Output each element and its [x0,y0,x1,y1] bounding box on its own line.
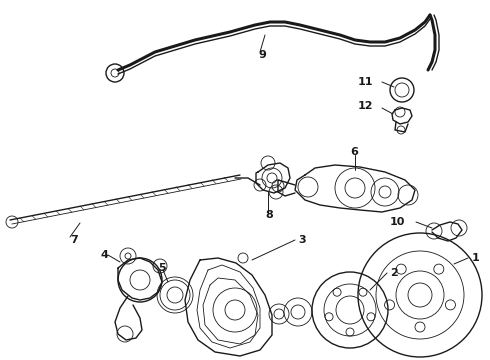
Text: 2: 2 [390,268,398,278]
Text: 12: 12 [358,101,373,111]
Text: 8: 8 [265,210,273,220]
Text: 10: 10 [390,217,405,227]
Text: 1: 1 [472,253,480,263]
Text: 3: 3 [298,235,306,245]
Text: 6: 6 [350,147,358,157]
Text: 4: 4 [100,250,108,260]
Text: 7: 7 [70,235,78,245]
Text: 9: 9 [258,50,266,60]
Text: 11: 11 [358,77,373,87]
Text: 5: 5 [158,263,166,273]
